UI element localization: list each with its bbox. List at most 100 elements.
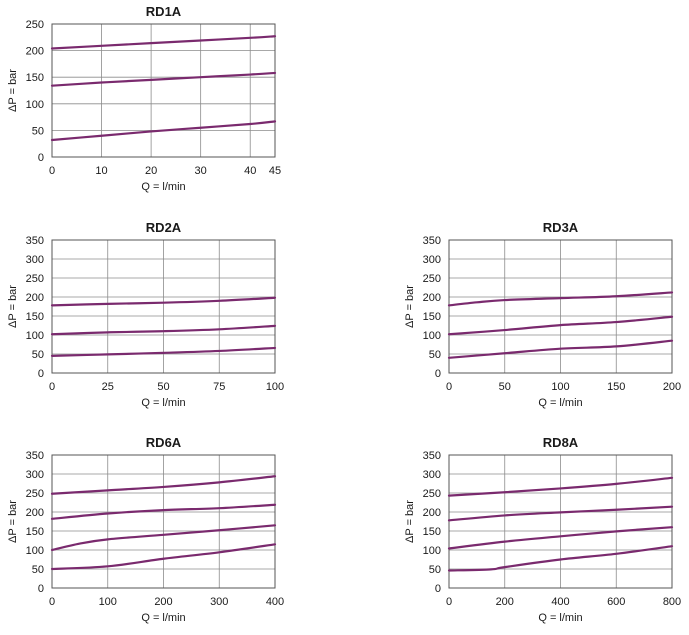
series-line-3 <box>50 346 277 357</box>
y-tick-label: 250 <box>26 19 44 31</box>
y-tick-label: 250 <box>26 273 44 285</box>
y-tick-label: 0 <box>38 152 44 164</box>
y-tick-label: 0 <box>38 368 44 380</box>
x-tick-label: 100 <box>551 381 569 393</box>
x-tick-label: 0 <box>446 381 452 393</box>
y-tick-label: 100 <box>423 330 441 342</box>
x-tick-label: 50 <box>157 381 169 393</box>
series-line-2 <box>447 315 674 336</box>
y-tick-label: 150 <box>423 311 441 323</box>
x-tick-label: 50 <box>499 381 511 393</box>
chart-rd2a: RD2A 0 50 100 150 200 250 300 350 0 25 50 75 100 Q = l… <box>7 220 284 409</box>
x-tick-label: 400 <box>551 596 569 608</box>
x-tick-label: 200 <box>154 596 172 608</box>
series-line-2 <box>447 505 674 522</box>
y-tick-label: 350 <box>423 235 441 247</box>
plot-frame <box>448 454 673 589</box>
y-tick-label: 200 <box>26 292 44 304</box>
series-line-1 <box>50 475 277 495</box>
y-tick-label: 250 <box>423 488 441 500</box>
x-axis-label: Q = l/min <box>141 612 185 624</box>
chart-title: RD6A <box>146 435 182 450</box>
y-tick-label: 350 <box>26 235 44 247</box>
x-tick-label: 100 <box>266 381 284 393</box>
y-tick-label: 150 <box>26 72 44 84</box>
chart-rd1a: RD1A 0 50 100 150 200 250 0 10 20 30 40 45 Q = l/min Δ… <box>7 4 281 193</box>
y-tick-label: 150 <box>423 526 441 538</box>
y-tick-label: 100 <box>26 330 44 342</box>
y-tick-label: 300 <box>423 469 441 481</box>
y-axis-label: ΔP = bar <box>7 69 19 112</box>
y-tick-label: 50 <box>429 564 441 576</box>
x-tick-label: 200 <box>496 596 514 608</box>
chart-rd8a: RD8A 0 50 100 150 200 250 300 350 0 200 400 600 800 Q … <box>404 435 681 624</box>
y-tick-label: 50 <box>32 564 44 576</box>
x-tick-label: 30 <box>195 165 207 177</box>
y-tick-label: 0 <box>435 368 441 380</box>
series-line-1 <box>447 476 674 497</box>
y-tick-label: 0 <box>435 583 441 595</box>
y-tick-label: 300 <box>423 254 441 266</box>
x-axis-label: Q = l/min <box>141 397 185 409</box>
series-line-1 <box>50 296 277 307</box>
x-tick-label: 20 <box>145 165 157 177</box>
x-tick-label: 800 <box>663 596 681 608</box>
chart-title: RD3A <box>543 220 579 235</box>
x-tick-label: 10 <box>95 165 107 177</box>
y-tick-label: 350 <box>423 450 441 462</box>
y-tick-label: 200 <box>26 46 44 58</box>
y-tick-label: 100 <box>26 545 44 557</box>
series-line-2 <box>50 71 277 87</box>
chart-title: RD1A <box>146 4 182 19</box>
x-tick-label: 150 <box>607 381 625 393</box>
y-tick-label: 50 <box>32 349 44 361</box>
y-axis-label: ΔP = bar <box>7 285 19 328</box>
x-tick-label: 0 <box>49 381 55 393</box>
series-line-1 <box>447 291 674 307</box>
x-tick-label: 600 <box>607 596 625 608</box>
y-tick-label: 100 <box>26 99 44 111</box>
series-line-2 <box>50 503 277 520</box>
y-tick-label: 300 <box>26 469 44 481</box>
x-tick-label: 40 <box>244 165 256 177</box>
plot-frame <box>51 454 276 589</box>
x-tick-label: 200 <box>663 381 681 393</box>
x-tick-label: 0 <box>446 596 452 608</box>
y-tick-label: 250 <box>26 488 44 500</box>
y-tick-label: 350 <box>26 450 44 462</box>
x-tick-label: 0 <box>49 596 55 608</box>
series-line-2 <box>50 324 277 336</box>
plot-frame <box>448 239 673 374</box>
y-axis-label: ΔP = bar <box>404 285 416 328</box>
y-tick-label: 50 <box>32 125 44 137</box>
plot-frame <box>51 23 276 158</box>
x-tick-label: 25 <box>102 381 114 393</box>
x-tick-label: 400 <box>266 596 284 608</box>
y-tick-label: 100 <box>423 545 441 557</box>
x-tick-label: 100 <box>99 596 117 608</box>
x-tick-label: 75 <box>213 381 225 393</box>
y-axis-label: ΔP = bar <box>7 500 19 543</box>
y-tick-label: 250 <box>423 273 441 285</box>
series-line-4 <box>447 545 674 572</box>
y-tick-label: 200 <box>423 507 441 519</box>
x-axis-label: Q = l/min <box>141 181 185 193</box>
x-tick-label: 0 <box>49 165 55 177</box>
chart-title: RD2A <box>146 220 182 235</box>
chart-rd3a: RD3A 0 50 100 150 200 250 300 350 0 50 100 150 200 Q =… <box>404 220 681 409</box>
y-tick-label: 50 <box>429 349 441 361</box>
chart-title: RD8A <box>543 435 579 450</box>
y-tick-label: 0 <box>38 583 44 595</box>
y-tick-label: 200 <box>423 292 441 304</box>
y-axis-label: ΔP = bar <box>404 500 416 543</box>
y-tick-label: 300 <box>26 254 44 266</box>
x-axis-label: Q = l/min <box>538 612 582 624</box>
x-tick-label: 300 <box>210 596 228 608</box>
plot-frame <box>51 239 276 374</box>
series-line-3 <box>447 339 674 359</box>
x-tick-label: 45 <box>269 165 281 177</box>
y-tick-label: 200 <box>26 507 44 519</box>
chart-rd6a: RD6A 0 50 100 150 200 250 300 350 0 100 200 300 400 Q … <box>7 435 284 624</box>
y-tick-label: 150 <box>26 311 44 323</box>
